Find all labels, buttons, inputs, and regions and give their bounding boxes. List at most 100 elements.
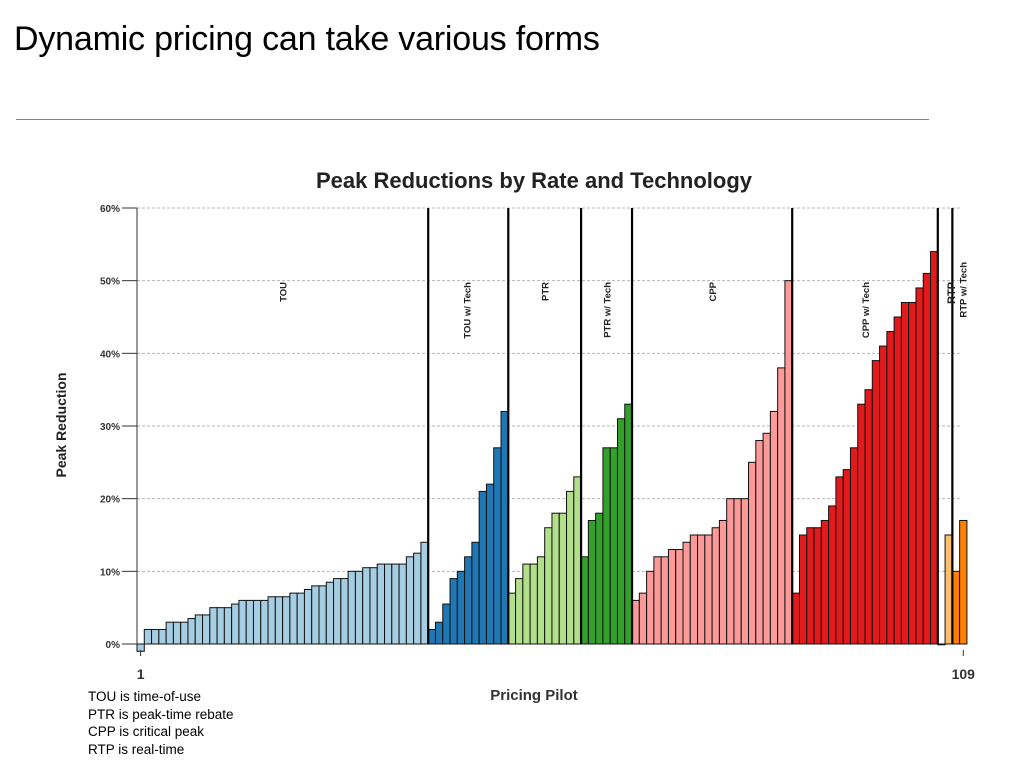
- bar: [369, 567, 378, 645]
- bar: [442, 603, 451, 645]
- bar: [347, 570, 356, 645]
- bar: [609, 447, 618, 645]
- bar: [274, 596, 284, 645]
- bar: [289, 592, 298, 645]
- chart-title: Peak Reductions by Rate and Technology: [316, 168, 753, 193]
- bar: [187, 618, 196, 645]
- bar: [653, 556, 662, 645]
- bar: [871, 360, 881, 645]
- category-label: PTR: [541, 282, 552, 301]
- bar: [798, 534, 808, 645]
- footnote-rtp: RTP is real-time: [88, 741, 185, 757]
- bar: [777, 367, 786, 645]
- bar: [806, 527, 815, 645]
- y-tick-label: 0%: [106, 640, 121, 651]
- bar: [602, 447, 611, 645]
- title-divider: [16, 119, 929, 120]
- category-label: TOU w/ Tech: [463, 282, 474, 339]
- x-axis-label: Pricing Pilot: [490, 687, 578, 704]
- x-tick-label: 109: [952, 666, 976, 682]
- bar: [857, 403, 866, 645]
- bar: [595, 512, 604, 645]
- bar: [922, 272, 932, 645]
- bar: [726, 498, 735, 645]
- bar: [959, 519, 968, 645]
- bar: [566, 490, 575, 645]
- axes: 0% 10% 20% 30% 40% 50% 60% 1 109: [100, 204, 975, 682]
- bar: [238, 599, 247, 645]
- bar: [471, 541, 480, 645]
- bar: [704, 534, 713, 645]
- bar: [434, 621, 444, 645]
- bar: [711, 527, 720, 645]
- bar: [282, 596, 291, 645]
- footnote-cpp: CPP is critical peak: [88, 724, 205, 739]
- bar: [354, 570, 364, 645]
- bar: [398, 563, 407, 645]
- bar: [769, 410, 779, 645]
- bar: [296, 592, 305, 645]
- bar: [216, 607, 225, 645]
- bar: [900, 301, 910, 645]
- bar: [267, 596, 276, 645]
- bar: [667, 549, 677, 645]
- bar: [682, 541, 691, 645]
- bar: [209, 607, 218, 645]
- bar: [202, 614, 211, 645]
- bar: [333, 578, 342, 645]
- bar: [362, 567, 371, 645]
- bar: [558, 512, 568, 645]
- bar: [638, 592, 648, 645]
- y-tick-label: 60%: [100, 204, 120, 215]
- bar: [245, 599, 254, 645]
- bar: [536, 556, 546, 645]
- bar: [544, 527, 553, 645]
- y-tick-label: 50%: [100, 277, 120, 288]
- bar: [755, 440, 764, 645]
- bar: [733, 498, 742, 645]
- category-label: RTP: [946, 282, 958, 304]
- bar: [478, 490, 487, 645]
- category-label: CPP: [708, 281, 719, 301]
- bar: [303, 589, 313, 645]
- bar: [718, 519, 728, 645]
- bar: [587, 519, 597, 645]
- y-tick-label: 10%: [100, 567, 120, 578]
- bar: [413, 552, 422, 645]
- bar: [660, 556, 669, 645]
- bar: [223, 607, 233, 645]
- bar: [915, 287, 924, 645]
- bar: [391, 563, 400, 645]
- bar: [937, 643, 946, 646]
- bar: [231, 603, 240, 645]
- y-axis-label: Peak Reduction: [53, 372, 69, 477]
- bar: [835, 476, 844, 645]
- bar: [820, 519, 830, 645]
- bar: [813, 527, 822, 645]
- bar: [376, 563, 386, 645]
- bar: [675, 549, 684, 645]
- y-tick-label: 40%: [100, 349, 120, 360]
- bar: [828, 505, 837, 645]
- bar: [165, 621, 174, 645]
- x-tick-label: 1: [137, 666, 145, 682]
- category-label: RTP w/ Tech: [959, 262, 970, 318]
- bar: [551, 512, 560, 645]
- footnote-ptr: PTR is peak-time rebate: [88, 706, 234, 722]
- bar: [318, 585, 327, 645]
- category-label: PTR w/ Tech: [603, 282, 614, 338]
- bar: [849, 447, 859, 645]
- bar: [384, 563, 393, 645]
- category-label: CPP w/ Tech: [861, 282, 872, 338]
- bar: [748, 461, 757, 645]
- bar: [252, 599, 262, 645]
- bar: [405, 556, 415, 645]
- bar: [522, 563, 531, 645]
- bar: [485, 483, 495, 645]
- bars: [136, 251, 968, 652]
- bar: [260, 599, 269, 645]
- bar: [449, 578, 458, 645]
- bar: [762, 432, 771, 645]
- bar: [464, 556, 473, 645]
